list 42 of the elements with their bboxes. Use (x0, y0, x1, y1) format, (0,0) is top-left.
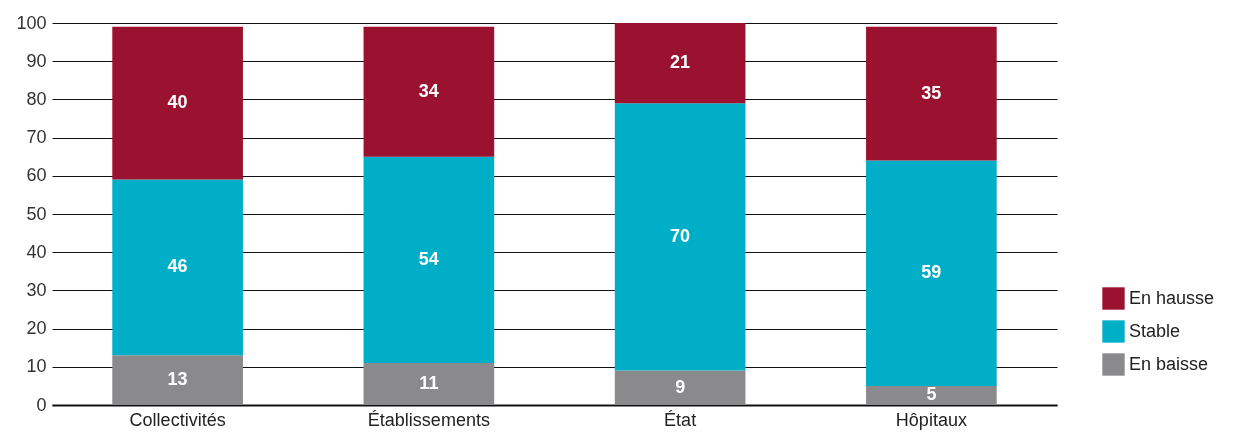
data-label: 70 (670, 225, 691, 246)
y-tick-label: 100 (16, 12, 47, 33)
bar (866, 26, 997, 161)
data-label: 21 (670, 52, 691, 73)
y-tick-label: 80 (26, 88, 47, 109)
data-label: 35 (921, 82, 942, 103)
legend-label: En hausse (1129, 287, 1215, 308)
data-label: 54 (418, 248, 439, 269)
y-tick-label: 20 (26, 318, 47, 339)
data-label: 59 (921, 262, 942, 283)
y-tick-label: 40 (26, 241, 47, 262)
data-label: 5 (926, 384, 937, 405)
y-tick-label: 60 (26, 165, 47, 186)
x-tick-label: Établissements (367, 409, 490, 430)
bar (112, 355, 243, 405)
data-label: 9 (675, 376, 686, 397)
bar (614, 370, 746, 405)
data-label: 11 (419, 372, 439, 393)
bar (614, 103, 746, 371)
y-tick-label: 30 (26, 279, 47, 300)
y-tick-label: 0 (36, 394, 47, 415)
y-tick-label: 50 (26, 203, 47, 224)
data-label: 46 (167, 256, 188, 277)
y-tick-label: 10 (26, 356, 47, 377)
legend-label: En baisse (1129, 353, 1209, 374)
bar (614, 23, 746, 104)
legend-label: Stable (1129, 320, 1181, 341)
data-label: 34 (418, 80, 439, 101)
data-label: 13 (167, 369, 188, 390)
bar (866, 160, 997, 386)
y-tick-label: 90 (26, 50, 47, 71)
bar (866, 385, 997, 405)
x-tick-label: État (664, 409, 697, 430)
bar (112, 26, 243, 180)
bar (363, 156, 495, 363)
y-tick-label: 70 (26, 127, 47, 148)
bar (112, 179, 243, 356)
bar (363, 26, 495, 157)
data-label: 40 (167, 92, 188, 113)
x-tick-label: Hôpitaux (895, 409, 967, 430)
bar (363, 362, 495, 405)
x-tick-label: Collectivités (129, 409, 226, 430)
